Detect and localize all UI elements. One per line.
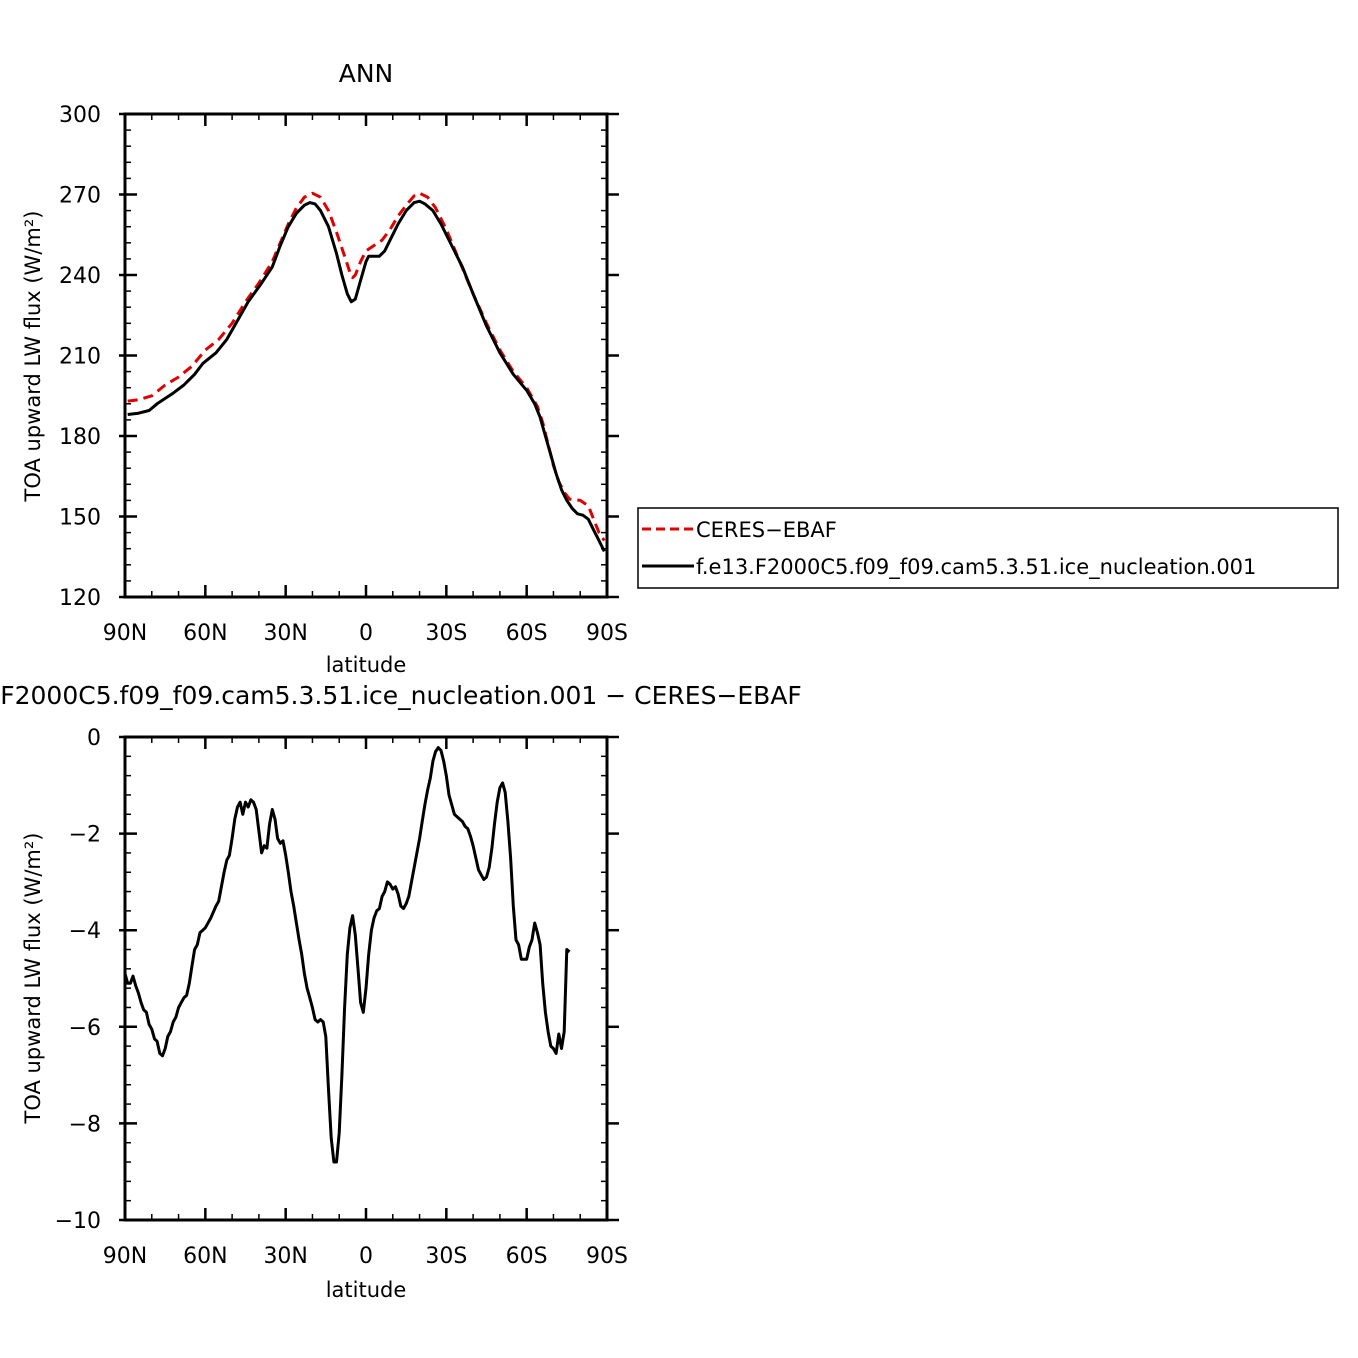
x-tick-label: 60S [506, 1244, 548, 1269]
top-y-axis-label: TOA upward LW flux (W/m²) [21, 211, 45, 503]
top-x-axis-label: latitude [326, 653, 407, 677]
y-tick-label: 120 [59, 586, 101, 611]
bottom-panel: f.e13.F2000C5.f09_f09.cam5.3.51.ice_nucl… [0, 681, 802, 1302]
x-tick-label: 60N [183, 621, 227, 646]
plot-frame [123, 112, 609, 599]
series-line-0 [123, 746, 571, 1164]
y-tick-label: 210 [59, 345, 101, 370]
x-tick-label: 90N [103, 1244, 147, 1269]
y-tick-label: 0 [87, 726, 101, 751]
bottom-x-axis-label: latitude [326, 1278, 407, 1302]
top-chart-title: ANN [339, 59, 394, 88]
x-tick-label: 0 [359, 621, 373, 646]
bottom-y-axis-label: TOA upward LW flux (W/m²) [21, 833, 45, 1125]
x-tick-label: 90S [586, 621, 628, 646]
top-panel: ANN latitude TOA upward LW flux (W/m²) 9… [21, 59, 628, 677]
legend-label-ceres: CERES−EBAF [696, 518, 837, 542]
y-tick-label: 270 [59, 184, 101, 209]
x-tick-label: 30S [425, 621, 467, 646]
x-tick-label: 60S [506, 621, 548, 646]
x-tick-label: 30S [425, 1244, 467, 1269]
x-tick-label: 90N [103, 621, 147, 646]
y-tick-label: 300 [59, 103, 101, 128]
x-tick-label: 30N [263, 621, 307, 646]
y-tick-label: 240 [59, 264, 101, 289]
bottom-chart-title: f.e13.F2000C5.f09_f09.cam5.3.51.ice_nucl… [0, 681, 802, 710]
y-tick-label: −10 [55, 1209, 101, 1234]
y-tick-label: −6 [69, 1016, 101, 1041]
x-tick-label: 60N [183, 1244, 227, 1269]
x-tick-label: 30N [263, 1244, 307, 1269]
x-tick-label: 90S [586, 1244, 628, 1269]
legend: CERES−EBAF f.e13.F2000C5.f09_f09.cam5.3.… [637, 507, 1339, 589]
x-tick-label: 0 [359, 1244, 373, 1269]
y-tick-label: −8 [69, 1112, 101, 1137]
y-tick-label: 150 [59, 506, 101, 531]
legend-box [637, 507, 1339, 589]
y-tick-label: 180 [59, 425, 101, 450]
series-line-1 [127, 199, 606, 553]
legend-label-model: f.e13.F2000C5.f09_f09.cam5.3.51.ice_nucl… [696, 555, 1256, 580]
y-tick-label: −2 [69, 823, 101, 848]
y-tick-label: −4 [69, 919, 101, 944]
